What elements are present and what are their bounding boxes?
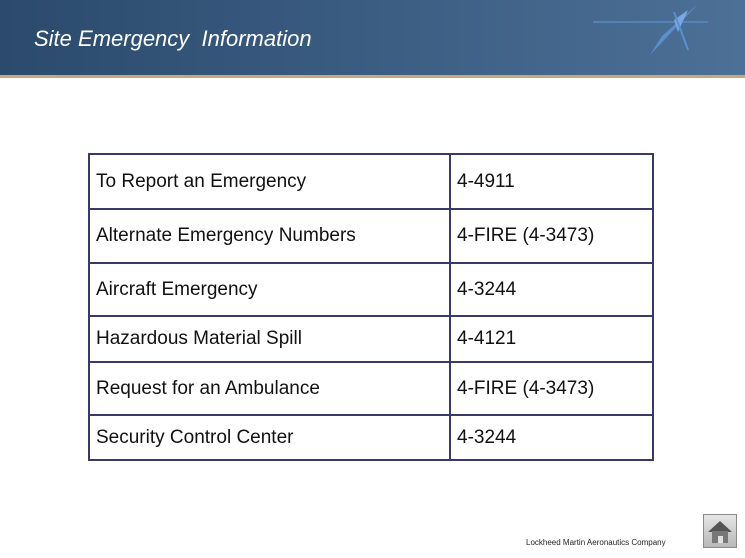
row-number: 4-3244 <box>449 414 654 461</box>
row-label: To Report an Emergency <box>88 153 451 210</box>
row-number: 4-3244 <box>449 262 654 317</box>
table-row: Aircraft Emergency 4-3244 <box>88 262 654 317</box>
home-button[interactable] <box>703 514 737 548</box>
table-row: Alternate Emergency Numbers 4-FIRE (4-34… <box>88 208 654 264</box>
row-number: 4-FIRE (4-3473) <box>449 208 654 264</box>
row-number: 4-FIRE (4-3473) <box>449 361 654 416</box>
footer-company: Lockheed Martin Aeronautics Company <box>526 538 666 547</box>
home-icon <box>708 521 732 543</box>
table-row: Hazardous Material Spill 4-4121 <box>88 315 654 363</box>
row-label: Alternate Emergency Numbers <box>88 208 451 264</box>
lockheed-martin-star-logo-icon <box>593 4 708 55</box>
emergency-contacts-table: To Report an Emergency 4-4911 Alternate … <box>88 153 654 461</box>
row-label: Aircraft Emergency <box>88 262 451 317</box>
row-label: Hazardous Material Spill <box>88 315 451 363</box>
page-title: Site Emergency Information <box>34 26 312 51</box>
header-banner: Site Emergency Information <box>0 0 745 78</box>
row-number: 4-4911 <box>449 153 654 210</box>
row-label: Security Control Center <box>88 414 451 461</box>
table-row: Request for an Ambulance 4-FIRE (4-3473) <box>88 361 654 416</box>
table-row: To Report an Emergency 4-4911 <box>88 153 654 210</box>
table-row: Security Control Center 4-3244 <box>88 414 654 461</box>
row-label: Request for an Ambulance <box>88 361 451 416</box>
row-number: 4-4121 <box>449 315 654 363</box>
